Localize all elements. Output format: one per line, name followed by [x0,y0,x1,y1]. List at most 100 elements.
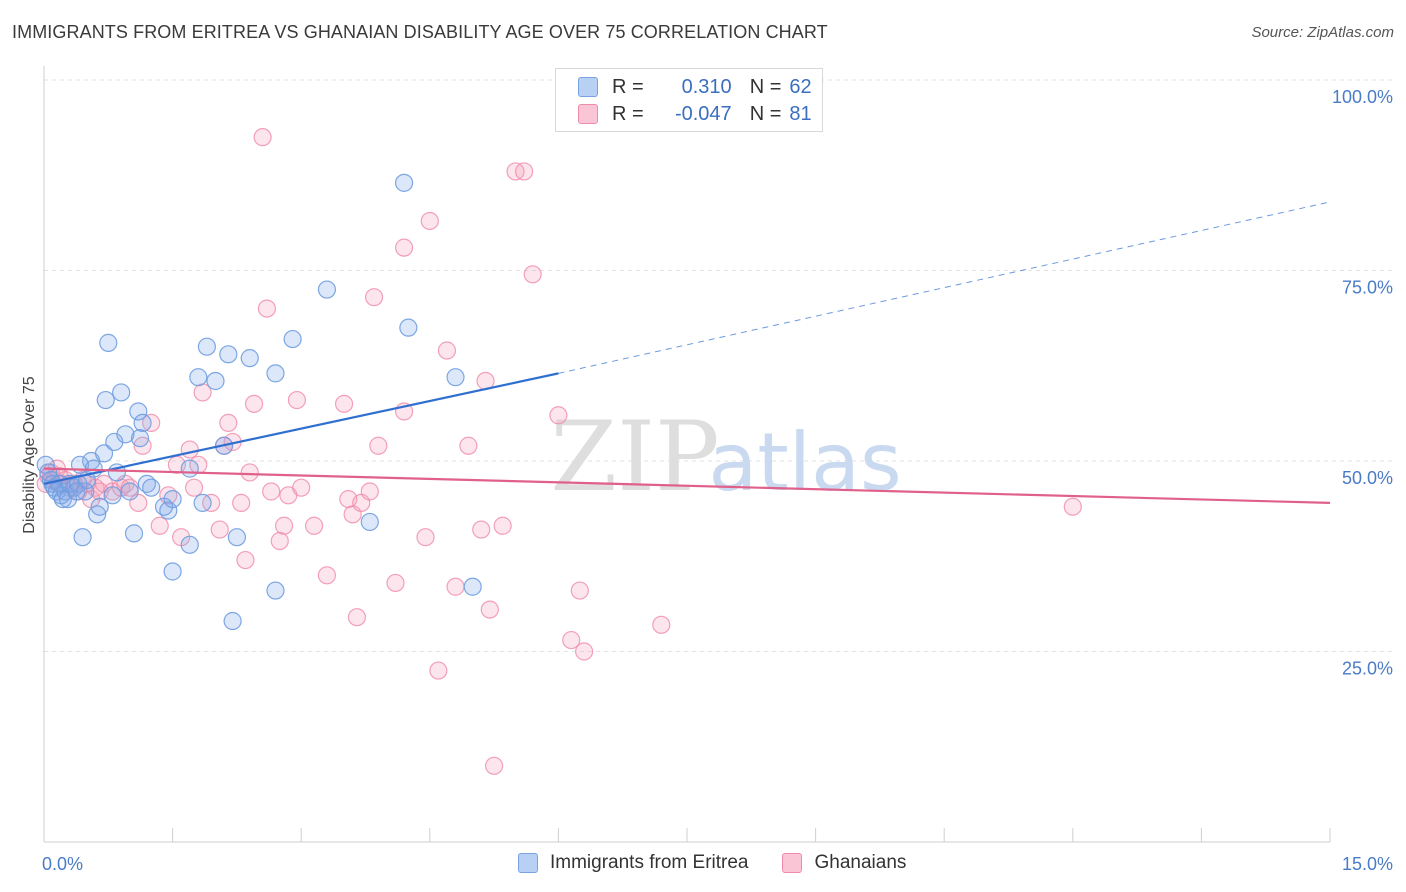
r-value: 0.310 [681,75,732,98]
n-label: N = [749,75,782,98]
stats-legend: R = 0.310 N = 62 R = -0.047 N = 81 [555,68,823,132]
eritrea-swatch [578,77,598,97]
ghana-point [232,493,251,513]
eritrea-point [124,524,144,543]
legend-item-ghana[interactable]: Ghanaians [782,852,906,874]
eritrea-point [163,562,182,581]
eritrea-point [223,611,242,631]
eritrea-point [283,329,302,349]
eritrea-point [180,535,199,554]
ghana-point [360,482,379,501]
ghana-point [480,600,499,619]
eritrea-point [227,528,246,547]
n-value: 81 [789,102,812,125]
eritrea-point [463,577,482,596]
eritrea-point [142,478,161,497]
ghana-point [257,299,277,318]
y-tick-label: 100.0% [1332,87,1393,107]
ghana-point [575,642,594,661]
eritrea-point [94,444,114,463]
ghana-point [652,615,671,634]
ghana-points [36,128,1082,775]
ghana-point [515,162,534,181]
ghana-legend-swatch [782,853,803,873]
eritrea-point [69,474,88,493]
eritrea-point [90,497,109,516]
ghana-point [244,394,264,413]
eritrea-point [159,501,178,520]
ghana-point [394,238,414,257]
n-value: 62 [789,75,812,98]
eritrea-point [116,425,135,444]
grid-lines [44,79,1392,652]
ghana-point [485,756,504,775]
ghana-point [236,550,255,570]
ghana-point [1063,497,1082,516]
eritrea-point [266,364,285,383]
ghana-point [304,516,324,535]
stats-row-ghana: R = -0.047 N = 81 [578,100,812,128]
ghana-point [386,573,405,593]
axes [43,66,1331,843]
eritrea-point [206,371,225,391]
ghana-point [292,478,311,497]
eritrea-point [394,173,414,192]
legend-label-ghana: Ghanaians [814,852,907,873]
ghana-point [219,413,238,432]
watermark-atlas: atlas [708,416,901,509]
y-tick-label: 75.0% [1342,278,1393,298]
eritrea-point [112,383,131,402]
eritrea-point [197,337,216,356]
ghana-point [429,661,448,680]
ghana-point [317,566,337,585]
eritrea-point [103,486,122,505]
legend-item-eritrea[interactable]: Immigrants from Eritrea [518,852,748,874]
r-label: R = [612,75,644,98]
ghana-point [334,394,354,413]
eritrea-point [189,368,208,387]
ghana-point [347,608,367,627]
eritrea-point [399,318,418,337]
ghana-point [120,478,139,497]
eritrea-point [446,368,465,387]
eritrea-point [129,402,148,421]
ghana-point [270,531,289,551]
eritrea-point [130,429,150,448]
eritrea-point [193,493,212,513]
trend-lines [43,201,1331,505]
ghana-point [420,211,439,231]
ghana-point [570,581,589,600]
ghana-point [262,482,281,501]
eritrea-point [360,512,379,532]
ghana-point [369,436,388,455]
ghana-point [274,516,294,535]
eritrea-point [73,528,92,547]
eritrea-point [317,280,337,299]
y-axis-label: Disability Age Over 75 [21,376,38,534]
eritrea-point [120,482,139,501]
eritrea-point [99,333,118,352]
ghana-point [150,516,169,535]
ghana-point [472,520,491,539]
eritrea-point [240,349,259,368]
x-tick-label: 15.0% [1342,854,1393,874]
eritrea-point [96,390,115,410]
eritrea-trend-line [43,372,559,485]
ghana-point [364,288,384,307]
ghana-point [184,478,204,497]
r-label: R = [612,102,644,125]
x-tick-label: 0.0% [42,854,83,874]
r-value: -0.047 [674,102,732,125]
legend-label-eritrea: Immigrants from Eritrea [550,852,749,873]
y-tick-label: 25.0% [1342,659,1393,679]
ghana-point [287,390,307,410]
source-label: Source: ZipAtlas.com [1251,24,1394,41]
ghana-point [210,520,229,539]
eritrea-point [163,490,182,509]
y-tick-label: 50.0% [1342,468,1393,488]
ghana-point [523,265,542,284]
chart-title: IMMIGRANTS FROM ERITREA VS GHANAIAN DISA… [12,22,828,42]
ghana-point [446,577,465,596]
series-legend: Immigrants from Eritrea Ghanaians [518,852,940,874]
watermark-zip: ZIP [550,401,719,513]
